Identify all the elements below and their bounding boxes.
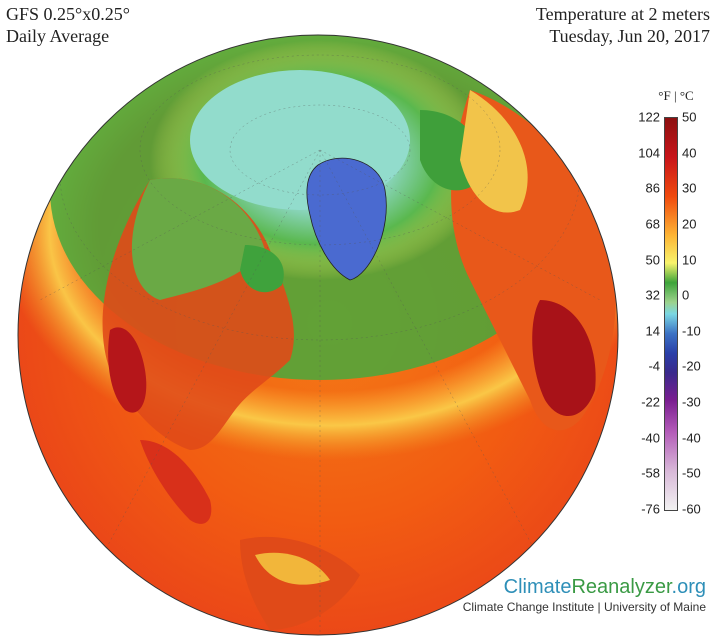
tick-fahrenheit: 104 <box>638 145 660 161</box>
tick-celsius: -20 <box>682 358 701 374</box>
tick-fahrenheit: -22 <box>641 394 660 410</box>
brand-logo: ClimateReanalyzer.org <box>504 576 706 599</box>
russia-mild <box>460 90 528 213</box>
variable-label: Temperature at 2 meters <box>535 4 710 24</box>
tick-celsius: 0 <box>682 287 690 303</box>
hudson-bay <box>240 245 284 293</box>
globe-outline <box>17 34 619 636</box>
north-africa-hot <box>532 300 596 417</box>
tick-fahrenheit: 50 <box>645 252 660 268</box>
header-left: GFS 0.25°x0.25° Daily Average <box>6 3 130 47</box>
tick-celsius: 40 <box>682 145 697 161</box>
tick-fahrenheit: 86 <box>645 180 660 196</box>
tick-celsius: -10 <box>682 323 701 339</box>
canada-cool <box>131 178 265 300</box>
brand-part3: .org <box>671 576 706 598</box>
unit-separator: | <box>673 88 677 103</box>
tick-celsius: 10 <box>682 252 697 268</box>
tick-celsius: 20 <box>682 216 697 232</box>
model-label: GFS 0.25°x0.25° <box>6 4 130 24</box>
header-right: Temperature at 2 meters Tuesday, Jun 20,… <box>536 3 710 47</box>
tick-fahrenheit: -76 <box>641 501 660 517</box>
tick-fahrenheit: 122 <box>638 109 660 125</box>
tick-fahrenheit: 32 <box>645 287 660 303</box>
tick-celsius: -60 <box>682 501 701 517</box>
tick-celsius: -40 <box>682 430 701 446</box>
tick-celsius: -30 <box>682 394 701 410</box>
period-label: Daily Average <box>6 26 110 46</box>
date-label: Tuesday, Jun 20, 2017 <box>549 26 710 46</box>
tick-celsius: 30 <box>682 180 697 196</box>
brand-part1: Climate <box>503 576 572 598</box>
amazon <box>255 552 330 585</box>
tick-fahrenheit: 68 <box>645 216 660 232</box>
tick-fahrenheit: -4 <box>648 358 660 374</box>
tick-fahrenheit: -40 <box>641 430 660 446</box>
mexico <box>140 440 212 524</box>
unit-celsius: °C <box>679 88 694 103</box>
tick-fahrenheit: 14 <box>645 323 660 339</box>
tick-celsius: 50 <box>682 109 697 125</box>
tick-fahrenheit: -58 <box>641 465 660 481</box>
unit-fahrenheit: °F <box>658 88 671 103</box>
brand-part2: Reanalyzer <box>571 576 672 598</box>
legend-units: °F | °C <box>646 88 706 104</box>
temperature-colorbar <box>664 117 678 511</box>
brand-subtitle: Climate Change Institute | University of… <box>462 600 706 614</box>
us-southwest-hot <box>108 327 147 413</box>
tick-celsius: -50 <box>682 465 701 481</box>
